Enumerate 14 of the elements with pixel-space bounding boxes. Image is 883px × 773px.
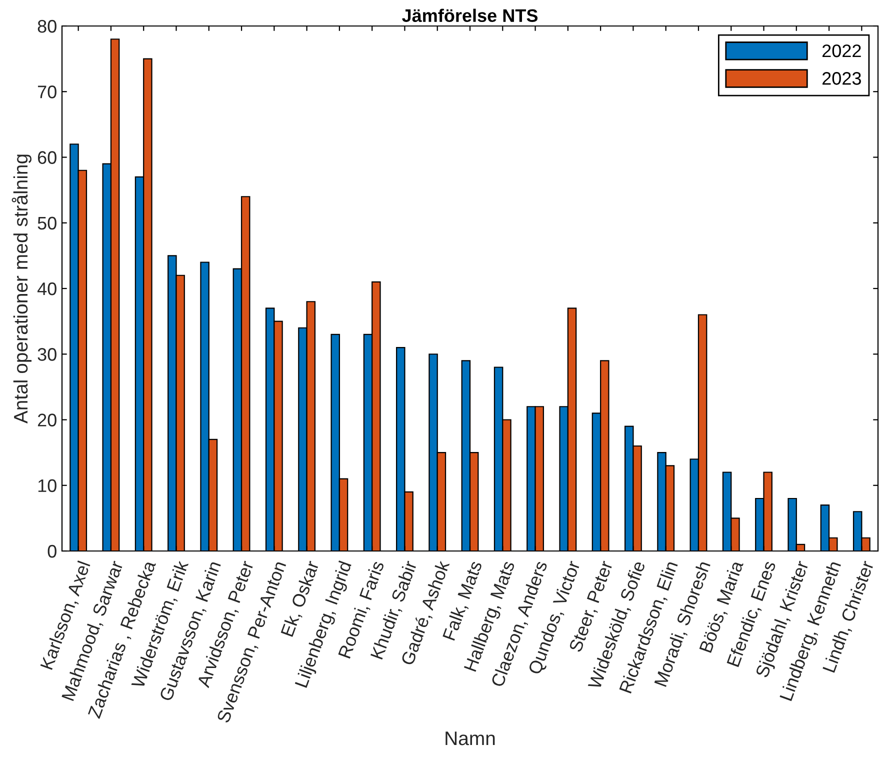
- y-tick-label: 10: [38, 479, 56, 492]
- chart-title: Jämförelse NTS: [402, 8, 538, 22]
- legend-label: 2022: [822, 44, 861, 58]
- y-axis-title: Antal operationer med strålning: [12, 154, 32, 424]
- legend-label: 2023: [822, 72, 861, 85]
- y-tick-label: 80: [38, 20, 56, 33]
- y-tick-label: 60: [38, 151, 56, 164]
- y-tick-label: 30: [38, 348, 56, 361]
- y-tick-label: 20: [38, 414, 56, 426]
- y-tick-label: 40: [37, 282, 56, 296]
- y-tick-label: 50: [38, 216, 56, 230]
- x-axis-title: Namn: [446, 732, 495, 746]
- y-tick-label: 70: [38, 86, 56, 98]
- y-tick-label: 0: [48, 544, 56, 558]
